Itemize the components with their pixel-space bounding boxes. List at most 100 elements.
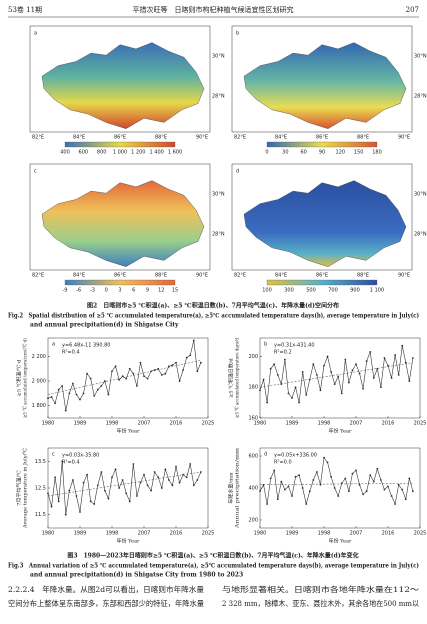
data-point [369, 350, 372, 353]
y-axis-title: ≥5 ℃积温/℃·d [16, 359, 23, 396]
data-point [383, 488, 386, 491]
r-squared: R²=0.4 [62, 350, 80, 356]
x-axis-title: 年份 Year [117, 538, 140, 545]
data-point [379, 479, 382, 481]
data-point [387, 485, 389, 488]
lon-label: 86°E [316, 273, 328, 279]
data-point [315, 471, 318, 473]
lon-label: 84°E [275, 135, 287, 141]
data-point [408, 477, 411, 480]
lon-label: 82°E [234, 135, 246, 141]
y-tick-label: 11.5 [35, 512, 46, 518]
colorbar-label: 30 [282, 150, 288, 156]
y-tick-label: 2 200 [32, 354, 46, 360]
data-point [266, 401, 269, 404]
lon-label: 90°E [196, 273, 208, 279]
data-point [68, 489, 71, 492]
regression-equation: y=0.03x-35.80 [62, 453, 99, 459]
data-point [150, 489, 153, 492]
data-point [57, 500, 60, 503]
data-point [171, 484, 174, 487]
data-point [182, 473, 185, 476]
x-tick-label: 1998 [106, 531, 119, 537]
r-squared: R²=0.4 [62, 460, 80, 466]
y-axis-title: Annual precipitation/mm [235, 448, 241, 530]
data-point [185, 476, 188, 479]
y-axis-title: ≥5 ℃积温日数/d [228, 357, 235, 397]
lon-label: 84°E [275, 273, 287, 279]
data-point [269, 367, 272, 370]
data-point [118, 378, 121, 381]
x-tick-label: 1980 [42, 531, 55, 537]
data-point [79, 511, 81, 513]
data-point [114, 365, 117, 368]
data-point [301, 487, 304, 489]
body-text: 与地形显著相关。日喀则市各地年降水量在112～ [222, 584, 420, 594]
data-point [189, 354, 192, 357]
x-tick-label: 2025 [202, 421, 215, 427]
data-point [111, 370, 113, 373]
data-point [132, 463, 135, 465]
x-axis-title: 年份 Year [329, 428, 352, 435]
data-point [369, 474, 372, 477]
panel-label: b [236, 31, 239, 37]
data-point [326, 461, 329, 464]
lon-label: 88°E [155, 135, 167, 141]
data-point [143, 473, 145, 476]
data-point [93, 503, 96, 505]
colorbar-label: 180 [372, 150, 382, 156]
data-point [365, 360, 368, 362]
colorbar-label: 500 [306, 288, 316, 294]
colorbar-label: 15 [172, 288, 178, 294]
data-point [178, 481, 181, 484]
y-tick-label: 2 000 [32, 379, 46, 385]
colorbar-label: 60 [300, 150, 306, 156]
y-tick-label: 200 [248, 518, 258, 524]
data-point [146, 377, 149, 380]
x-tick-label: 1989 [286, 421, 299, 427]
x-tick-label: 2016 [170, 421, 183, 427]
data-point [75, 495, 78, 497]
data-point [337, 495, 340, 497]
x-tick-label: 2025 [414, 421, 427, 427]
data-line [47, 461, 202, 515]
data-point [387, 364, 389, 367]
data-point [355, 363, 357, 366]
data-point [401, 488, 404, 491]
lat-label: 28°N [414, 94, 427, 100]
data-point [347, 381, 350, 384]
lat-label: 30°N [212, 54, 225, 60]
colorbar-label: 12 [158, 288, 164, 294]
data-point [365, 490, 368, 493]
data-point [175, 361, 177, 364]
data-point [118, 487, 121, 489]
body-text: 2 328 mm，除樟木、亚东、聂拉木外，其余各地在500 mm以 [222, 598, 419, 608]
data-point [103, 489, 106, 492]
panel-label: a [52, 342, 55, 348]
y-axis-title: 年降水量/mm [228, 472, 235, 503]
data-point [390, 495, 393, 497]
y-tick-label: 200 [248, 354, 258, 360]
data-point [408, 380, 411, 382]
data-point [330, 475, 333, 478]
data-point [82, 392, 85, 395]
fig3-caption-en: Fig.3 Annual variation of ≥5 ℃ accumulat… [8, 563, 419, 570]
data-point [305, 503, 308, 505]
data-point [146, 484, 149, 487]
data-point [160, 374, 163, 376]
fig3-caption-cn: 图3 1980—2023年日喀则市≥5 ℃积温(a)、≥5 ℃积温日数(b)、7… [67, 552, 358, 560]
panel-label: b [264, 342, 267, 348]
lat-label: 30°N [414, 54, 427, 60]
data-point [273, 469, 276, 472]
x-tick-label: 2007 [350, 531, 363, 537]
x-axis-title: 年份 Year [329, 538, 352, 545]
y-axis-title: Average temperature in July/℃ [23, 448, 29, 529]
colorbar [266, 279, 378, 286]
y-tick-label: 160 [248, 416, 258, 422]
colorbar-label: 800 [97, 150, 107, 156]
colorbar-label: 9 [146, 288, 149, 294]
data-point [139, 481, 142, 484]
data-point [54, 476, 57, 479]
lat-label: 30°N [414, 192, 427, 198]
lat-label: 28°N [414, 232, 427, 238]
